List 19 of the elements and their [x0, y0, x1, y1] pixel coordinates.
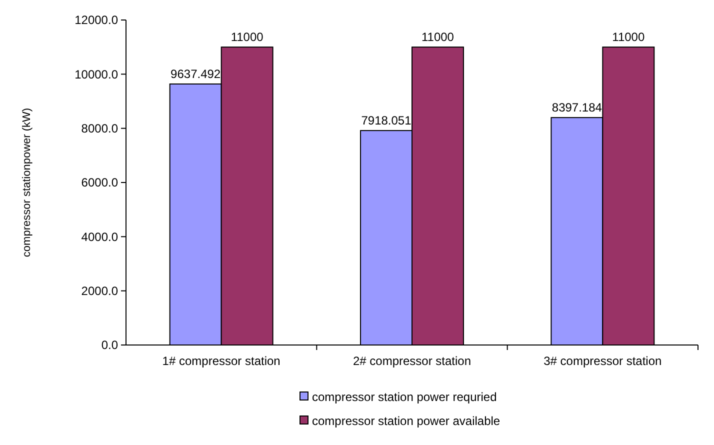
data-label: 11000	[230, 30, 264, 44]
data-label: 8397.184	[552, 100, 602, 115]
x-tick-label: 1# compressor station	[162, 354, 280, 368]
data-label: 11000	[612, 30, 645, 44]
y-tick-label: 8000.0	[81, 122, 118, 136]
x-tick-label: 2# compressor station	[352, 354, 472, 368]
legend-label: compressor station power requried	[312, 390, 497, 404]
data-label: 9637.492	[170, 66, 221, 81]
y-tick-label: 4000.0	[81, 230, 118, 244]
y-tick-label: 0.0	[101, 338, 118, 352]
y-tick-label: 12000.0	[74, 13, 118, 28]
y-tick-label: 6000.0	[81, 176, 118, 190]
data-label: 7918.051	[361, 114, 412, 128]
legend-label: compressor station power available	[312, 414, 500, 428]
x-tick-label: 3# compressor station	[544, 354, 662, 368]
y-tick-label: 10000.0	[74, 67, 118, 82]
y-tick-label: 2000.0	[81, 284, 118, 298]
data-label: 11000	[422, 30, 454, 44]
y-axis-title: compressor stationpower (kW)	[21, 108, 33, 258]
